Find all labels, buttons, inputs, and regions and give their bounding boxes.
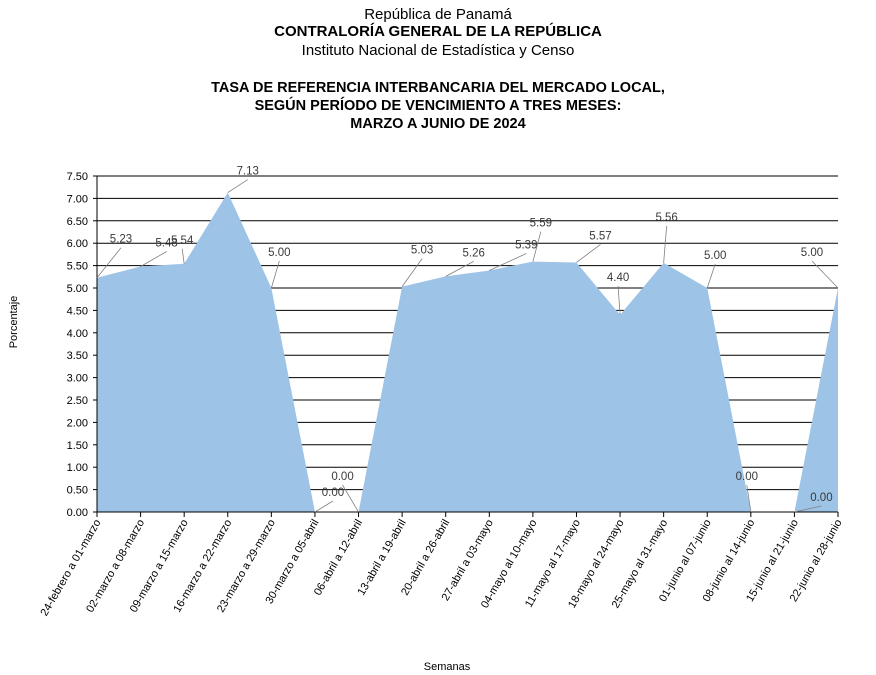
data-label: 5.26 bbox=[463, 247, 485, 259]
data-label-leader bbox=[532, 231, 542, 262]
y-tick-label: 7.50 bbox=[67, 171, 88, 183]
y-tick-label: 5.50 bbox=[67, 261, 88, 273]
data-label: 0.00 bbox=[331, 471, 353, 483]
y-tick-label: 7.00 bbox=[67, 193, 88, 205]
data-label-leader bbox=[617, 285, 621, 315]
x-tick-label: 06-abril a 12-abril bbox=[312, 518, 365, 598]
data-label-leader bbox=[401, 258, 423, 287]
data-label-leader bbox=[663, 225, 668, 263]
data-label-leader bbox=[314, 500, 334, 513]
chart-title-line-2: SEGÚN PERÍODO DE VENCIMIENTO A TRES MESE… bbox=[254, 98, 622, 114]
x-axis-label: Semanas bbox=[424, 661, 471, 673]
data-label-leader bbox=[794, 505, 822, 513]
data-label-leader bbox=[811, 260, 839, 289]
data-label-leader bbox=[96, 247, 122, 278]
data-label: 5.00 bbox=[704, 250, 726, 262]
institute-name: Instituto Nacional de Estadística y Cens… bbox=[301, 42, 575, 59]
y-tick-label: 2.00 bbox=[67, 417, 88, 429]
institution-name: CONTRALORÍA GENERAL DE LA REPÚBLICA bbox=[274, 23, 602, 40]
y-tick-label: 0.00 bbox=[67, 507, 88, 519]
data-label-leader bbox=[342, 484, 359, 513]
data-label-leader bbox=[489, 253, 527, 271]
x-tick-label: 13-abril a 19-abril bbox=[356, 518, 409, 598]
y-tick-label: 2.50 bbox=[67, 395, 88, 407]
data-label: 5.59 bbox=[530, 218, 552, 230]
data-label-leader bbox=[181, 248, 185, 264]
y-tick-label: 6.00 bbox=[67, 238, 88, 250]
data-label: 5.54 bbox=[171, 235, 194, 247]
data-label-leader bbox=[270, 260, 280, 289]
data-label: 5.39 bbox=[515, 240, 537, 252]
data-label: 5.57 bbox=[589, 230, 611, 242]
data-label: 5.00 bbox=[801, 247, 823, 259]
y-tick-label: 6.50 bbox=[67, 216, 88, 228]
y-tick-label: 3.50 bbox=[67, 350, 88, 362]
y-tick-label: 3.00 bbox=[67, 373, 88, 385]
data-label: 7.13 bbox=[237, 166, 259, 178]
y-tick-label: 4.50 bbox=[67, 305, 88, 317]
data-label-leader bbox=[706, 263, 716, 289]
data-label: 0.00 bbox=[322, 487, 344, 499]
chart-title-line-3: MARZO A JUNIO DE 2024 bbox=[350, 116, 526, 132]
y-axis-label: Porcentaje bbox=[8, 296, 20, 349]
y-tick-label: 1.50 bbox=[67, 440, 88, 452]
data-label-leader bbox=[576, 244, 601, 263]
data-label: 4.40 bbox=[607, 272, 629, 284]
country-name: República de Panamá bbox=[364, 6, 512, 23]
y-tick-label: 4.00 bbox=[67, 328, 88, 340]
data-label: 5.56 bbox=[655, 212, 677, 224]
y-tick-label: 1.00 bbox=[67, 462, 88, 474]
data-label: 0.00 bbox=[810, 492, 832, 504]
data-label-leader bbox=[140, 251, 167, 267]
data-label: 5.00 bbox=[268, 247, 290, 259]
data-label: 5.03 bbox=[411, 245, 433, 257]
chart-title-line-1: TASA DE REFERENCIA INTERBANCARIA DEL MER… bbox=[211, 80, 665, 96]
data-label: 0.00 bbox=[736, 471, 758, 483]
data-label-leader bbox=[227, 179, 248, 193]
y-tick-label: 0.50 bbox=[67, 485, 88, 497]
data-label: 5.48 bbox=[155, 237, 177, 249]
x-tick-label: 20-abril a 26-abril bbox=[399, 518, 452, 598]
data-label: 5.23 bbox=[110, 234, 132, 246]
data-label-leader bbox=[746, 484, 752, 513]
data-label-leader bbox=[445, 260, 474, 277]
y-tick-label: 5.00 bbox=[67, 283, 88, 295]
series-area bbox=[97, 192, 838, 512]
